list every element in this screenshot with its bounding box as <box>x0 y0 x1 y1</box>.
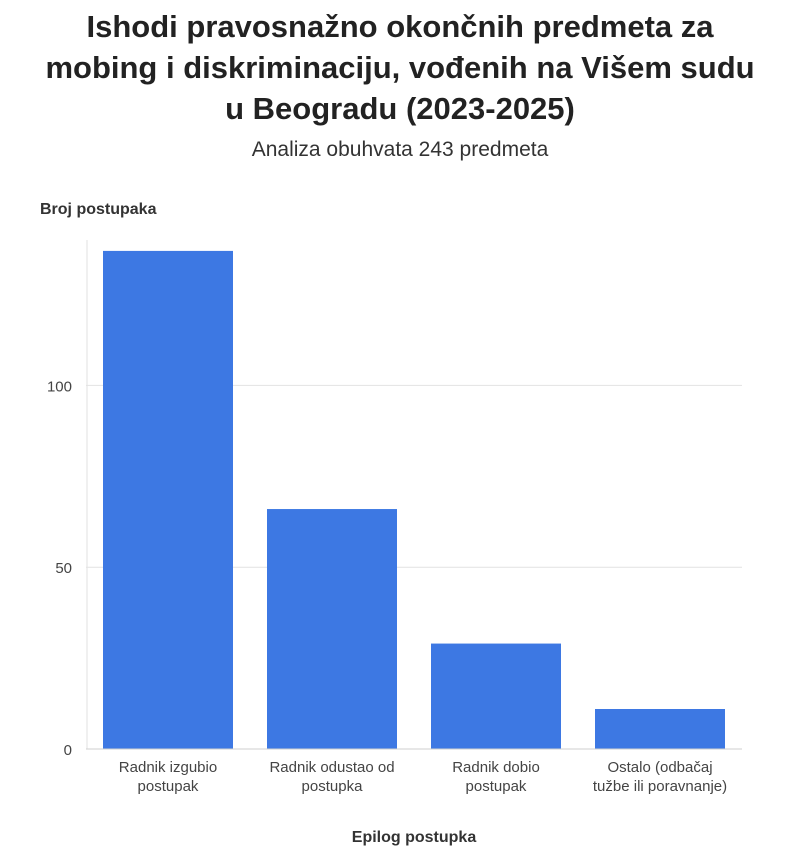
y-tick-label: 100 <box>47 378 72 395</box>
y-axis-label: Broj postupaka <box>40 201 157 218</box>
chart-title: Ishodi pravosnažno okončnih predmeta za … <box>45 9 755 126</box>
chart-subtitle: Analiza obuhvata 243 predmeta <box>251 138 549 161</box>
y-tick-label: 50 <box>55 560 72 577</box>
x-tick-label: Radnik izgubio postupak <box>118 759 218 795</box>
bar <box>267 509 397 749</box>
x-tick-label: Radnik dobio postupak <box>452 759 540 795</box>
bar <box>103 250 233 749</box>
bar <box>431 643 561 749</box>
x-axis-label: Epilog postupka <box>351 829 477 846</box>
bar <box>595 709 725 749</box>
x-tick-label: Radnik odustao od postupka <box>269 759 395 795</box>
y-tick-label: 0 <box>64 742 72 759</box>
x-tick-label: Ostalo (odbačaj tužbe ili poravnanje) <box>592 759 728 795</box>
